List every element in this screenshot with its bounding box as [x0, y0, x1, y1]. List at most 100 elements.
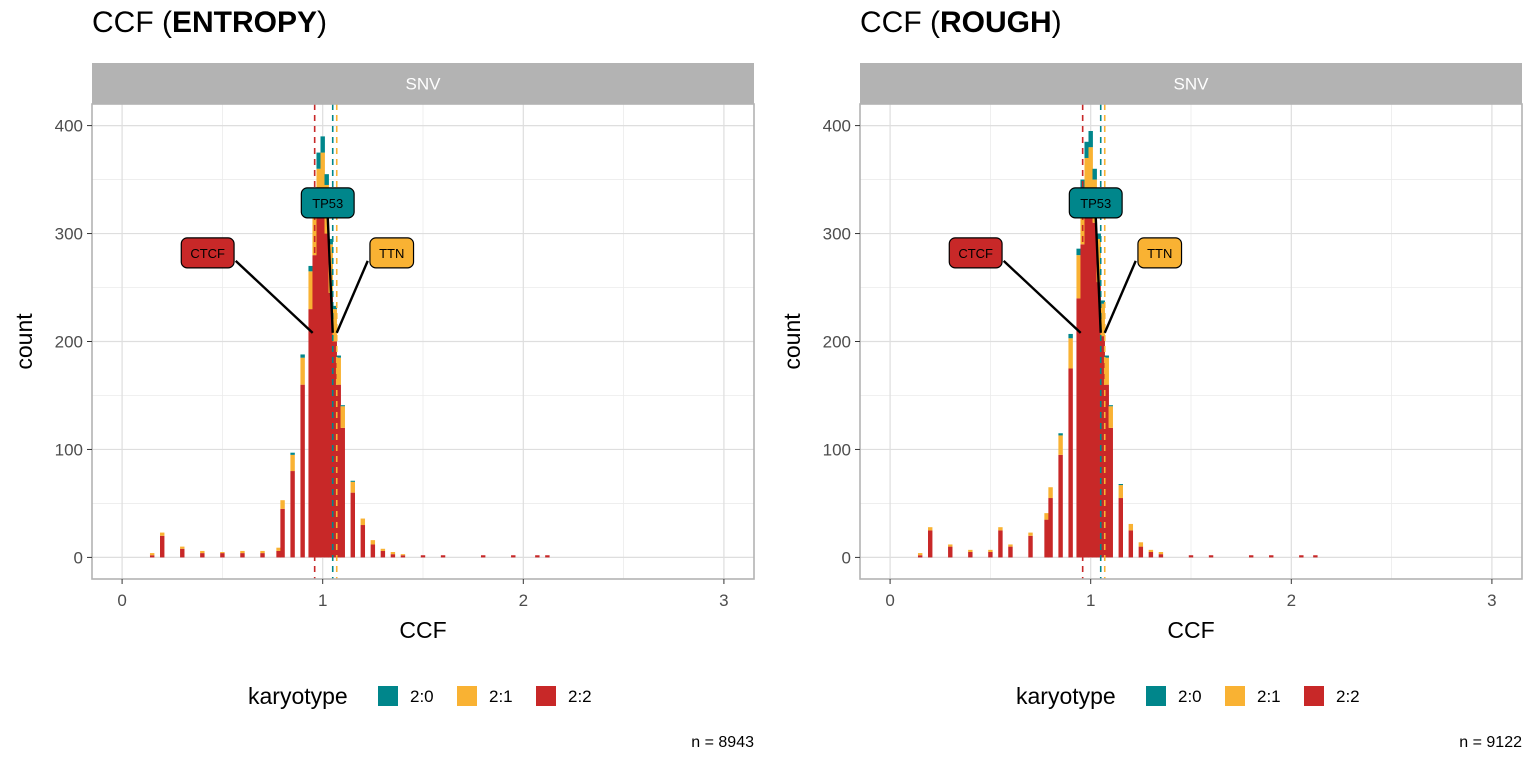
y-tick-label: 300 [55, 225, 83, 244]
bar-2-0 [1096, 233, 1101, 239]
bar-2-2 [1092, 222, 1097, 558]
annotation-box-tp53 [300, 187, 355, 219]
x-tick-label: 1 [1086, 591, 1095, 610]
bar-2-0 [340, 405, 345, 407]
bar-2-0 [1058, 433, 1063, 436]
legend-label: 2:2 [1336, 687, 1360, 706]
legend-key-2-0 [1146, 686, 1166, 706]
bar-2-2 [1058, 454, 1063, 558]
bar-2-2 [1096, 282, 1101, 558]
bar-2-1 [276, 547, 281, 551]
panel-title: CCF (ENTROPY) [92, 6, 327, 40]
bar-2-2 [290, 471, 295, 558]
bar-2-2 [276, 550, 281, 558]
bar-2-2 [220, 553, 225, 558]
y-tick-label: 100 [55, 440, 83, 459]
bar-2-0 [1084, 141, 1089, 158]
y-tick-label: 100 [823, 440, 851, 459]
bar-2-0 [1118, 484, 1123, 486]
bar-2-2 [968, 552, 973, 558]
bar-2-0 [1068, 333, 1073, 339]
bar-2-1 [1100, 303, 1105, 337]
bar-2-1 [1044, 513, 1049, 520]
bar-2-2 [1158, 554, 1164, 558]
bar-2-2 [1028, 535, 1033, 558]
bar-2-1 [1008, 544, 1013, 547]
bar-2-1 [968, 549, 973, 553]
legend-label: 2:0 [1178, 687, 1202, 706]
legend-key-2-0 [378, 686, 398, 706]
x-tick-label: 3 [1487, 591, 1496, 610]
x-tick-label: 2 [1287, 591, 1296, 610]
bar-2-2 [1088, 195, 1093, 558]
x-tick-label: 1 [318, 591, 327, 610]
bar-2-2 [336, 384, 341, 558]
bar-2-2 [390, 554, 396, 558]
bar-2-1 [1108, 406, 1113, 428]
histogram-svg: SNV 0 1 2 3 0 100 200 300 400 CCF count CTCF TP53 TTN k… [11, 63, 755, 709]
bar-2-2 [149, 555, 155, 558]
legend-label: 2:1 [489, 687, 513, 706]
y-tick-label: 200 [823, 333, 851, 352]
annotation-connector-ttn [335, 260, 369, 334]
bar-2-0 [320, 136, 325, 153]
bar-2-1 [240, 550, 245, 554]
annotation-label-ctcf: CTCF [190, 246, 225, 261]
annotation-connector-tp53 [326, 216, 334, 333]
legend-key-2-1 [457, 686, 477, 706]
bar-2-1 [1148, 549, 1154, 553]
bar-2-1 [1158, 552, 1164, 555]
y-tick-label: 0 [842, 548, 851, 567]
bar-2-2 [1048, 498, 1053, 558]
legend-label: 2:2 [568, 687, 592, 706]
bar-2-2 [180, 548, 185, 558]
annotation-box-ttn [369, 237, 415, 269]
bar-2-2 [1188, 555, 1194, 558]
bar-2-2 [1084, 201, 1089, 558]
bar-2-2 [1313, 555, 1318, 558]
x-axis-title: CCF [1167, 617, 1214, 643]
title-bold: ENTROPY [171, 6, 318, 39]
y-axis-title: count [779, 313, 805, 370]
title-suffix: ) [1051, 6, 1062, 39]
bar-2-1 [336, 357, 341, 385]
bar-2-0 [336, 355, 341, 358]
bar-2-2 [350, 492, 355, 558]
bar-2-2 [1269, 555, 1274, 558]
bar-2-2 [320, 201, 325, 558]
bar-2-2 [1148, 552, 1154, 558]
bar-2-1 [370, 540, 376, 545]
bar-2-2 [200, 553, 205, 558]
bar-2-2 [917, 555, 923, 558]
bar-2-2 [1044, 519, 1049, 558]
title-bold: ROUGH [939, 6, 1052, 39]
bar-2-1 [1028, 532, 1033, 536]
bar-2-0 [328, 238, 333, 245]
bar-2-0 [1104, 355, 1109, 358]
bar-2-1 [260, 550, 265, 554]
bar-2-1 [360, 518, 366, 526]
y-tick-label: 0 [74, 548, 83, 567]
bar-2-1 [948, 544, 953, 547]
bar-2-2 [440, 555, 446, 558]
panel-title: CCF (ROUGH) [860, 6, 1062, 40]
x-tick-label: 0 [117, 591, 126, 610]
bar-2-0 [1088, 130, 1093, 148]
legend-title: karyotype [1016, 683, 1116, 709]
bar-2-1 [998, 527, 1003, 531]
bar-2-1 [988, 549, 993, 553]
bar-2-2 [340, 427, 345, 558]
annotation-box-tp53 [1068, 187, 1123, 219]
facet-strip [92, 63, 754, 104]
bar-2-1 [928, 527, 933, 531]
x-tick-label: 3 [719, 591, 728, 610]
bar-2-1 [332, 309, 337, 342]
bar-2-0 [350, 480, 355, 482]
bar-2-1 [1118, 485, 1123, 499]
bar-2-1 [220, 552, 225, 554]
x-tick-label: 0 [885, 591, 894, 610]
chart-panel-entropy: CCF (ENTROPY) SNV 0 1 2 3 0 100 200 300 400 CCF cou… [11, 6, 755, 751]
annotation-connector-ctcf [234, 259, 314, 334]
bar-2-2 [1208, 555, 1214, 558]
bar-2-2 [1008, 546, 1013, 558]
